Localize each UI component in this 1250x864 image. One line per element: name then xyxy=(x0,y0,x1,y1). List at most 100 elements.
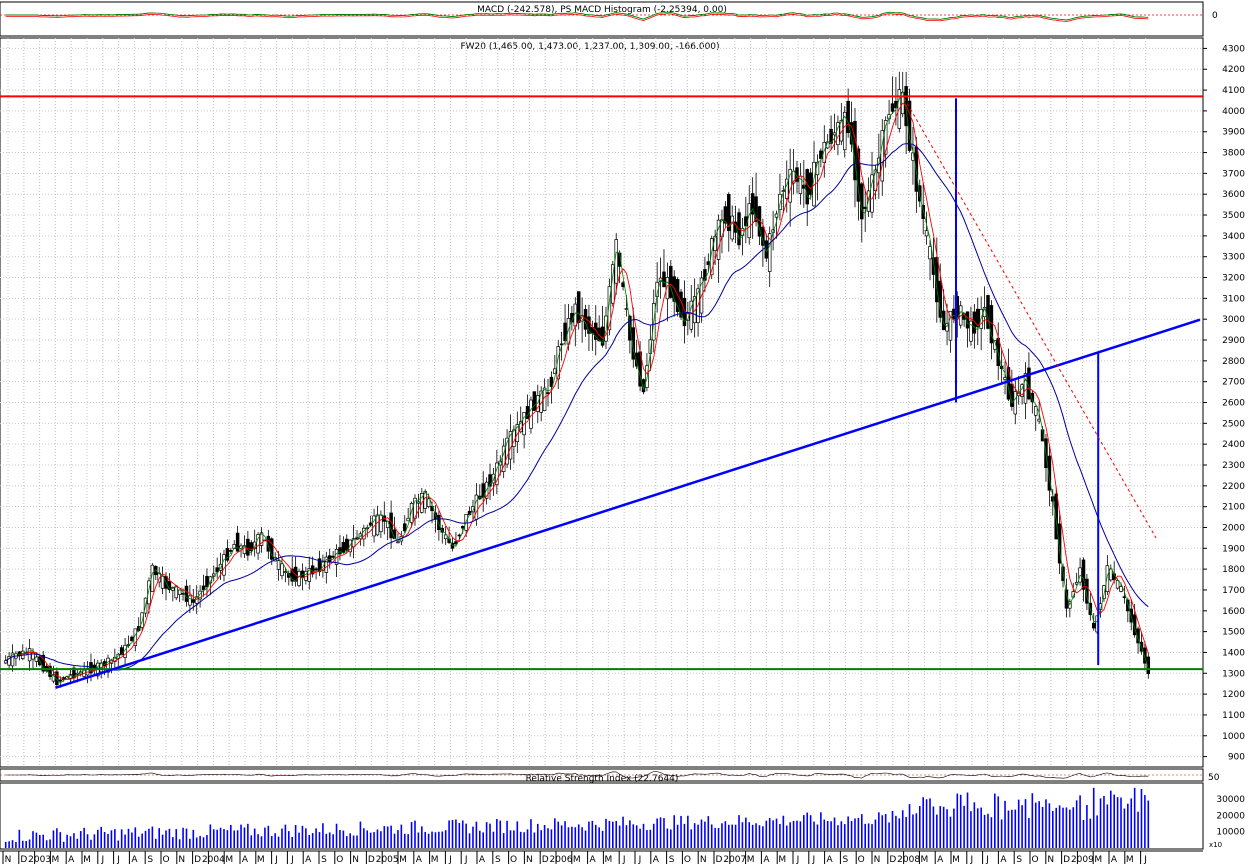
candle-body xyxy=(860,183,864,220)
price-tick-label: 1600 xyxy=(1222,607,1245,617)
candle-body xyxy=(505,437,509,465)
candle-body xyxy=(269,538,274,560)
date-tick-label: O xyxy=(162,855,169,864)
candle-body xyxy=(3,660,8,664)
date-tick-label: S xyxy=(147,855,153,864)
candle-body xyxy=(750,193,755,215)
candle-body xyxy=(600,326,605,346)
price-tick-label: 4300 xyxy=(1222,44,1245,54)
candle-body xyxy=(1143,647,1147,664)
candle-body xyxy=(7,656,11,666)
candle-body xyxy=(259,532,264,546)
candle-body xyxy=(539,390,543,413)
candle-body xyxy=(986,295,990,329)
candle-body xyxy=(941,310,946,331)
candle-body xyxy=(880,130,885,182)
candle-body xyxy=(1047,455,1052,491)
candle-body xyxy=(791,170,796,184)
date-tick-label: N xyxy=(874,855,881,864)
candle-body xyxy=(976,308,980,328)
macd-signal-line xyxy=(5,13,1149,22)
candle-body xyxy=(31,652,35,660)
date-tick-label: M xyxy=(52,855,60,864)
candle-body xyxy=(556,346,560,380)
candle-body xyxy=(730,215,734,240)
date-tick-label: A xyxy=(653,855,660,864)
candle-body xyxy=(723,206,728,224)
price-tick-label: 2000 xyxy=(1222,523,1245,533)
candle-body xyxy=(607,286,612,331)
volume-tick-label: 20000 xyxy=(1216,811,1245,821)
candle-body xyxy=(669,265,673,298)
date-tick-label: J xyxy=(116,855,120,864)
candle-body xyxy=(154,565,158,576)
price-tick-label: 3200 xyxy=(1222,274,1245,284)
candle-body xyxy=(416,501,421,504)
price-tick-label: 1500 xyxy=(1222,628,1245,638)
candle-body xyxy=(662,271,666,288)
candle-body xyxy=(870,174,874,213)
date-tick-label: J xyxy=(638,855,642,864)
candle-body xyxy=(1146,656,1151,674)
candle-body xyxy=(778,193,782,210)
volume-unit-label: x10 xyxy=(1209,841,1222,849)
candle-body xyxy=(938,280,942,318)
date-tick-label: M xyxy=(605,855,613,864)
envelope-line xyxy=(5,89,1149,684)
date-tick-label: A xyxy=(131,855,138,864)
candle-body xyxy=(689,300,694,330)
date-tick-label: N xyxy=(5,855,12,864)
candle-body xyxy=(113,656,117,662)
candle-body xyxy=(191,599,196,603)
long-ma-line xyxy=(5,143,1149,671)
candle-body xyxy=(184,585,189,602)
price-tick-label: 4200 xyxy=(1222,65,1245,75)
price-tick-label: 3400 xyxy=(1222,232,1245,242)
candle-body xyxy=(829,128,833,144)
grid xyxy=(0,38,1203,767)
candle-body xyxy=(297,570,301,586)
candle-body xyxy=(136,626,141,631)
date-tick-label: M xyxy=(952,855,960,864)
candle-body xyxy=(931,257,936,275)
candle-body xyxy=(1023,373,1028,404)
candle-body xyxy=(280,563,284,577)
date-tick-label: J xyxy=(1143,855,1147,864)
price-tick-label: 3100 xyxy=(1222,294,1245,304)
candle-body xyxy=(594,322,598,340)
price-tick-label: 1800 xyxy=(1222,565,1245,575)
candle-body xyxy=(201,585,206,591)
candle-body xyxy=(327,555,332,562)
price-tick-label: 1200 xyxy=(1222,690,1245,700)
candle-body xyxy=(177,589,182,595)
price-tick-label: 2800 xyxy=(1222,357,1245,367)
volume-tick-label: 30000 xyxy=(1216,795,1245,805)
candle-body xyxy=(474,494,479,520)
candle-body xyxy=(1091,622,1096,629)
price-tick-label: 2100 xyxy=(1222,503,1245,513)
candle-body xyxy=(839,120,844,142)
price-tick-label: 3000 xyxy=(1222,315,1245,325)
date-tick-label: J xyxy=(811,855,815,864)
date-tick-label: D xyxy=(716,855,723,864)
date-tick-label: O xyxy=(858,855,865,864)
price-tick-label: 900 xyxy=(1228,753,1245,763)
candle-body xyxy=(1136,628,1140,644)
price-tick-label: 3900 xyxy=(1222,128,1245,138)
candle-body xyxy=(808,172,813,195)
candle-body xyxy=(945,323,949,332)
candle-body xyxy=(709,238,714,276)
candle-body xyxy=(767,233,772,272)
candles xyxy=(3,71,1151,688)
date-tick-label: N xyxy=(1047,855,1054,864)
candle-body xyxy=(283,571,288,573)
date-tick-label: J xyxy=(290,855,294,864)
volume-tick-label: 10000 xyxy=(1216,828,1245,838)
candle-body xyxy=(443,534,448,540)
candle-body xyxy=(157,572,161,583)
candle-body xyxy=(836,122,840,146)
candle-body xyxy=(587,316,591,334)
price-tick-label: 2400 xyxy=(1222,440,1245,450)
candle-body xyxy=(805,169,809,205)
